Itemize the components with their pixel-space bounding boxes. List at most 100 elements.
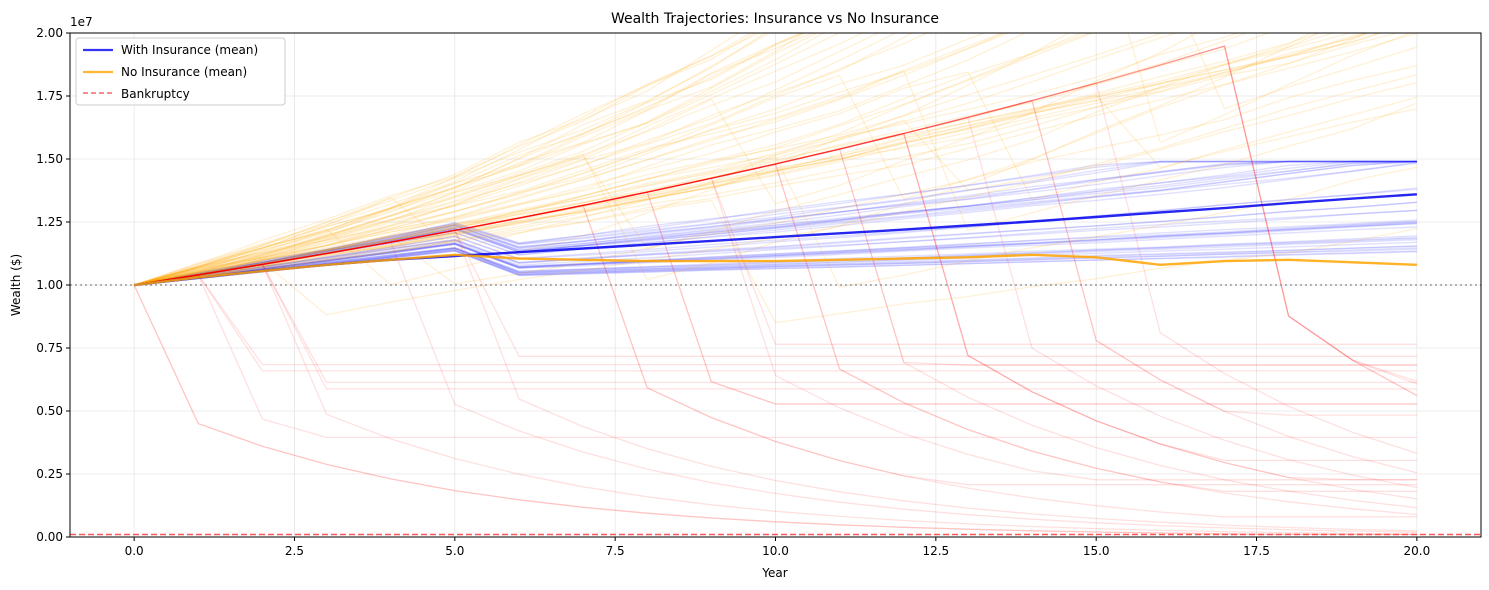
uninsured-growing-path — [133, 33, 987, 286]
insured-path — [134, 220, 1417, 286]
uninsured-growing-path — [133, 33, 825, 286]
uninsured-growing-path — [134, 33, 1401, 286]
uninsured-growing-path — [133, 33, 929, 286]
uninsured-growing-path — [134, 33, 1372, 286]
insured-path — [134, 245, 1417, 286]
x-tick-label: 12.5 — [922, 544, 949, 558]
uninsured-ruined-path — [133, 274, 1417, 439]
uninsured-growing-path — [134, 33, 1240, 286]
insured-path — [133, 160, 1417, 286]
uninsured-growing-path — [134, 33, 1381, 286]
uninsured-growing-path — [133, 33, 1412, 286]
y-offset-label: 1e7 — [70, 15, 93, 29]
x-tick-label: 20.0 — [1404, 544, 1431, 558]
uninsured-growing-path — [133, 33, 815, 286]
uninsured-growing-path — [133, 64, 1418, 286]
uninsured-ruined-path — [133, 132, 1417, 500]
y-axis-label: Wealth ($) — [9, 254, 23, 316]
chart-title: Wealth Trajectories: Insurance vs No Ins… — [611, 11, 939, 27]
uninsured-ruined-path — [133, 274, 1417, 366]
uninsured-growing-path — [134, 33, 1353, 286]
insured-path — [134, 241, 1417, 286]
uninsured-growing-path — [133, 33, 1027, 286]
y-axis-ticks: 0.00 0.25 0.50 0.75 1.00 1.25 1.50 1.75 2.00 — [36, 26, 70, 544]
insured-path — [134, 209, 1417, 286]
uninsured-growing-path — [133, 33, 756, 286]
uninsured-ruined-path — [133, 163, 1417, 492]
uninsured-ruined-path — [133, 229, 1417, 357]
y-tick-label: 1.00 — [36, 278, 63, 292]
x-tick-label: 7.5 — [606, 544, 625, 558]
uninsured-ruined-path — [133, 132, 1417, 481]
uninsured-ruined-path — [133, 191, 1417, 405]
x-axis-ticks: 0.0 2.5 5.0 7.5 10.0 12.5 15.0 17.5 20.0 — [125, 537, 1431, 558]
x-axis-label: Year — [761, 566, 787, 580]
uninsured-ruined-path — [133, 284, 1417, 536]
uninsured-growing-path — [133, 33, 1312, 286]
insured-path — [133, 162, 1417, 286]
insured-path — [133, 160, 1417, 286]
insured-path — [134, 219, 1417, 286]
legend-label-uninsured: No Insurance (mean) — [121, 65, 247, 79]
uninsured-growing-path — [133, 33, 1094, 286]
uninsured-growing-path — [133, 33, 1070, 286]
insured-path — [133, 160, 1417, 286]
uninsured-growing-path — [133, 33, 771, 286]
uninsured-ruined-path — [133, 191, 1417, 405]
uninsured-ruined-path — [133, 116, 1418, 489]
mean-series-layer — [70, 193, 1481, 536]
uninsured-ruined-path — [133, 99, 1418, 474]
uninsured-ruined-path — [133, 263, 1417, 390]
uninsured-ruined-path — [133, 177, 1417, 481]
uninsured-ruined-path — [133, 204, 1417, 486]
uninsured-ruined-path — [133, 284, 1417, 536]
insured-path — [133, 187, 1417, 286]
insured-path — [133, 188, 1417, 286]
uninsured-growing-path — [133, 70, 1418, 286]
uninsured-growing-path — [134, 33, 1084, 286]
uninsured-ruined-path — [133, 45, 1418, 383]
insured-path — [133, 160, 1417, 286]
y-tick-label: 2.00 — [36, 26, 63, 40]
insured-path — [133, 161, 1417, 286]
uninsured-growing-path — [133, 33, 1322, 286]
insured-path — [133, 160, 1417, 286]
insured-path — [134, 222, 1417, 286]
insured-path — [134, 239, 1417, 286]
uninsured-growing-path — [134, 33, 1369, 286]
legend: With Insurance (mean) No Insurance (mean… — [75, 37, 286, 106]
insured-path — [133, 160, 1417, 286]
simulation-paths — [133, 33, 1418, 536]
uninsured-growing-path — [133, 81, 1418, 286]
uninsured-ruined-path — [133, 148, 1417, 509]
uninsured-growing-path — [133, 33, 865, 286]
x-tick-label: 5.0 — [445, 544, 464, 558]
uninsured-growing-path — [133, 33, 740, 286]
insured-path — [133, 160, 1417, 286]
legend-box — [75, 37, 286, 106]
insured-path — [134, 245, 1417, 286]
uninsured-ruined-path — [133, 177, 1417, 345]
insured-path — [133, 160, 1417, 286]
insured-path — [133, 160, 1417, 286]
uninsured-ruined-path — [133, 263, 1417, 535]
uninsured-growing-path — [133, 33, 1199, 286]
x-tick-label: 17.5 — [1243, 544, 1270, 558]
y-tick-label: 1.50 — [36, 152, 63, 166]
insured-path — [133, 160, 1417, 286]
uninsured-growing-path — [134, 33, 1366, 286]
uninsured-ruined-path — [133, 45, 1418, 397]
y-tick-label: 1.75 — [36, 89, 63, 103]
uninsured-ruined-path — [133, 148, 1417, 366]
uninsured-growing-path — [133, 33, 805, 286]
uninsured-ruined-path — [133, 99, 1417, 416]
uninsured-ruined-path — [133, 132, 1417, 462]
uninsured-growing-path — [133, 33, 761, 286]
legend-label-bankruptcy: Bankruptcy — [121, 87, 190, 101]
uninsured-ruined-path — [133, 163, 1417, 516]
y-tick-label: 1.25 — [36, 215, 63, 229]
uninsured-growing-path — [133, 33, 1368, 286]
insured-path — [134, 223, 1417, 286]
insured-path — [133, 160, 1417, 286]
uninsured-growing-path — [133, 33, 1179, 286]
